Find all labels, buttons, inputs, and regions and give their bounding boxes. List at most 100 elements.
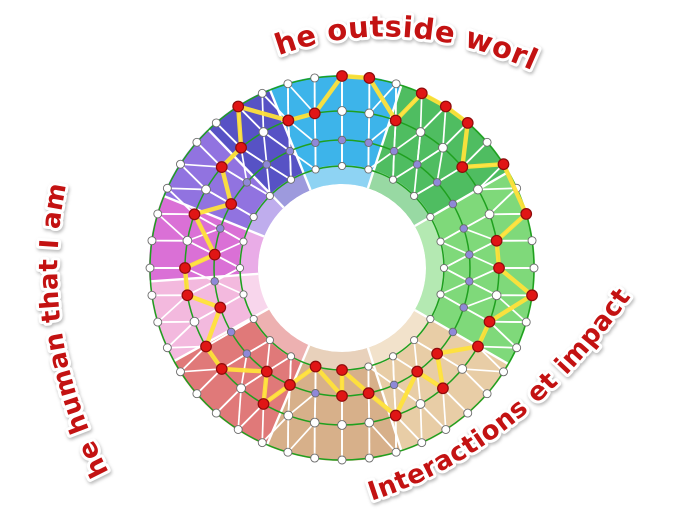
highlight-node <box>308 107 321 120</box>
node <box>337 455 347 465</box>
node <box>436 290 445 299</box>
node <box>364 108 375 119</box>
mesh-line <box>477 163 505 191</box>
mesh-line <box>265 164 271 196</box>
mesh-line <box>477 187 517 191</box>
node <box>459 224 468 233</box>
node <box>182 235 193 246</box>
wheel-root <box>145 70 539 465</box>
mesh-line <box>392 356 395 385</box>
node <box>473 184 483 195</box>
node <box>242 178 252 187</box>
highlight-node <box>208 248 221 261</box>
highlight-node <box>461 116 474 129</box>
node <box>457 364 468 374</box>
label-outside-world: The outside world <box>0 0 543 77</box>
node <box>147 236 157 246</box>
highlight-node <box>336 390 348 402</box>
label-human-that-i-am: The human that I am <box>0 0 115 482</box>
mesh-line <box>462 368 504 373</box>
highlight-node <box>520 208 533 220</box>
node <box>482 137 492 147</box>
node <box>249 314 258 324</box>
node <box>459 303 468 312</box>
mesh-line <box>367 113 371 143</box>
mesh-line <box>468 280 497 297</box>
highlight-node <box>493 262 505 274</box>
mesh-line <box>246 181 271 197</box>
highlight-node <box>215 161 228 173</box>
node <box>242 349 252 358</box>
node <box>499 367 508 377</box>
node <box>147 290 157 300</box>
node <box>389 380 399 390</box>
node <box>410 336 419 345</box>
mesh-line <box>180 368 222 373</box>
mesh-line <box>263 131 291 152</box>
mesh-line <box>367 150 395 171</box>
node <box>211 408 221 418</box>
mesh-line <box>413 164 419 196</box>
node <box>465 250 474 259</box>
highlight-node <box>389 114 402 127</box>
node <box>311 165 320 174</box>
node <box>417 438 427 448</box>
highlight-node <box>200 340 212 353</box>
node <box>257 438 267 448</box>
node <box>465 277 474 286</box>
highlight-node <box>260 365 273 378</box>
node <box>364 453 374 463</box>
mesh-line <box>287 422 316 453</box>
mesh-line <box>237 105 265 133</box>
mesh-line <box>287 392 316 417</box>
mesh-line <box>289 151 292 180</box>
inner-pale-band <box>239 165 445 371</box>
node <box>441 425 451 434</box>
mesh-line <box>287 83 316 114</box>
node <box>176 367 185 377</box>
node <box>192 389 202 399</box>
node <box>265 336 274 345</box>
node <box>364 138 373 148</box>
node <box>415 399 426 409</box>
highlight-node <box>411 365 424 378</box>
mesh-line <box>440 293 465 309</box>
highlight-node <box>284 379 296 391</box>
mesh-line <box>463 294 497 309</box>
node <box>311 388 320 398</box>
node <box>527 236 537 246</box>
mesh-line <box>261 403 265 443</box>
node <box>448 327 458 337</box>
node <box>216 224 225 233</box>
mesh-line <box>167 187 207 191</box>
node <box>235 263 245 273</box>
node <box>257 88 267 98</box>
ring-nodes <box>145 71 539 465</box>
node <box>364 165 373 174</box>
node <box>262 160 272 169</box>
mesh-line <box>179 345 207 373</box>
highlight-node <box>415 87 428 100</box>
mesh-line <box>180 163 222 168</box>
mesh-line <box>157 294 188 323</box>
mesh-line <box>436 147 444 183</box>
node <box>286 175 296 184</box>
node <box>388 175 398 184</box>
mesh-line <box>166 321 196 349</box>
mesh-line <box>440 240 470 256</box>
node <box>153 209 163 219</box>
mesh-line <box>313 393 317 423</box>
node <box>162 183 172 193</box>
node <box>283 447 293 457</box>
node <box>249 212 258 222</box>
highlight-node <box>363 72 376 84</box>
node <box>512 343 522 353</box>
mesh-line <box>443 253 470 269</box>
node <box>189 316 200 327</box>
node <box>210 277 219 286</box>
mesh-line <box>477 345 517 349</box>
node <box>176 159 185 169</box>
mesh-line <box>219 227 244 243</box>
highlight-node <box>232 100 245 113</box>
node <box>391 447 401 457</box>
